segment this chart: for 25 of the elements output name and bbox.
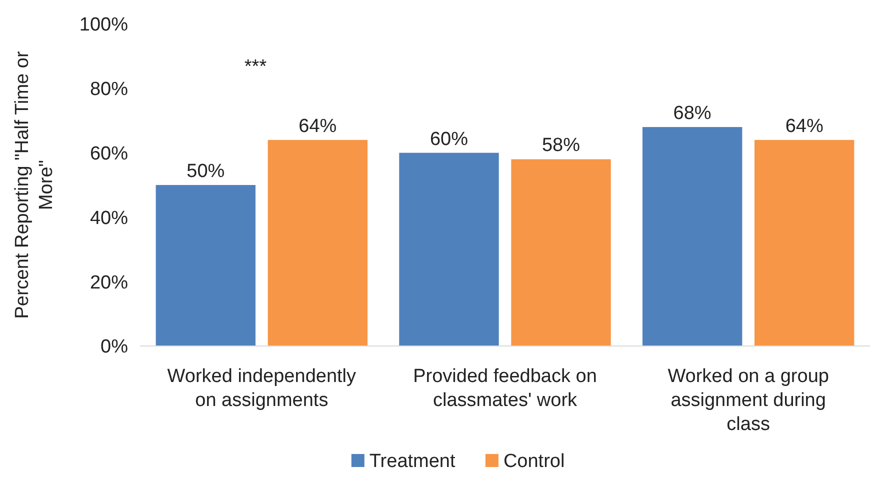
bar	[399, 152, 499, 346]
data-label: 64%	[298, 116, 337, 137]
data-label: 64%	[785, 116, 824, 137]
y-tick-label: 40%	[90, 208, 128, 229]
x-tick-label: Provided feedback on classmates' work	[413, 366, 597, 411]
data-label: 50%	[186, 161, 225, 182]
y-tick-label: 60%	[90, 143, 128, 164]
bar	[268, 140, 368, 346]
data-label: 60%	[430, 128, 468, 150]
data-label: 58%	[542, 135, 580, 156]
data-label: 68%	[673, 103, 712, 124]
bar	[754, 140, 854, 346]
y-tick-label: 100%	[79, 14, 128, 36]
x-tick-label: Worked on a group assignment during class	[668, 366, 829, 435]
y-tick-label: 0%	[100, 336, 128, 358]
bar	[156, 185, 256, 346]
y-axis-title: Percent Reporting "Half Time or More"	[12, 50, 57, 319]
bar	[511, 159, 611, 346]
y-tick-label: 20%	[90, 272, 128, 294]
annotation: ***	[244, 56, 268, 78]
y-tick-label: 80%	[90, 79, 128, 100]
legend-label: Treatment	[369, 451, 456, 472]
x-tick-label: Worked independently on assignments	[167, 366, 357, 411]
legend-label: Control	[503, 451, 565, 472]
bar	[642, 127, 742, 346]
